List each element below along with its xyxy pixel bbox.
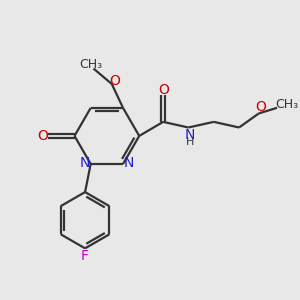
Text: F: F (81, 249, 89, 263)
Text: N: N (124, 155, 134, 170)
Text: O: O (256, 100, 266, 114)
Text: H: H (186, 137, 194, 147)
Text: O: O (158, 82, 169, 97)
Text: CH₃: CH₃ (275, 98, 298, 111)
Text: O: O (37, 129, 48, 143)
Text: N: N (185, 128, 195, 142)
Text: N: N (79, 155, 90, 170)
Text: CH₃: CH₃ (79, 58, 102, 71)
Text: O: O (109, 74, 120, 88)
